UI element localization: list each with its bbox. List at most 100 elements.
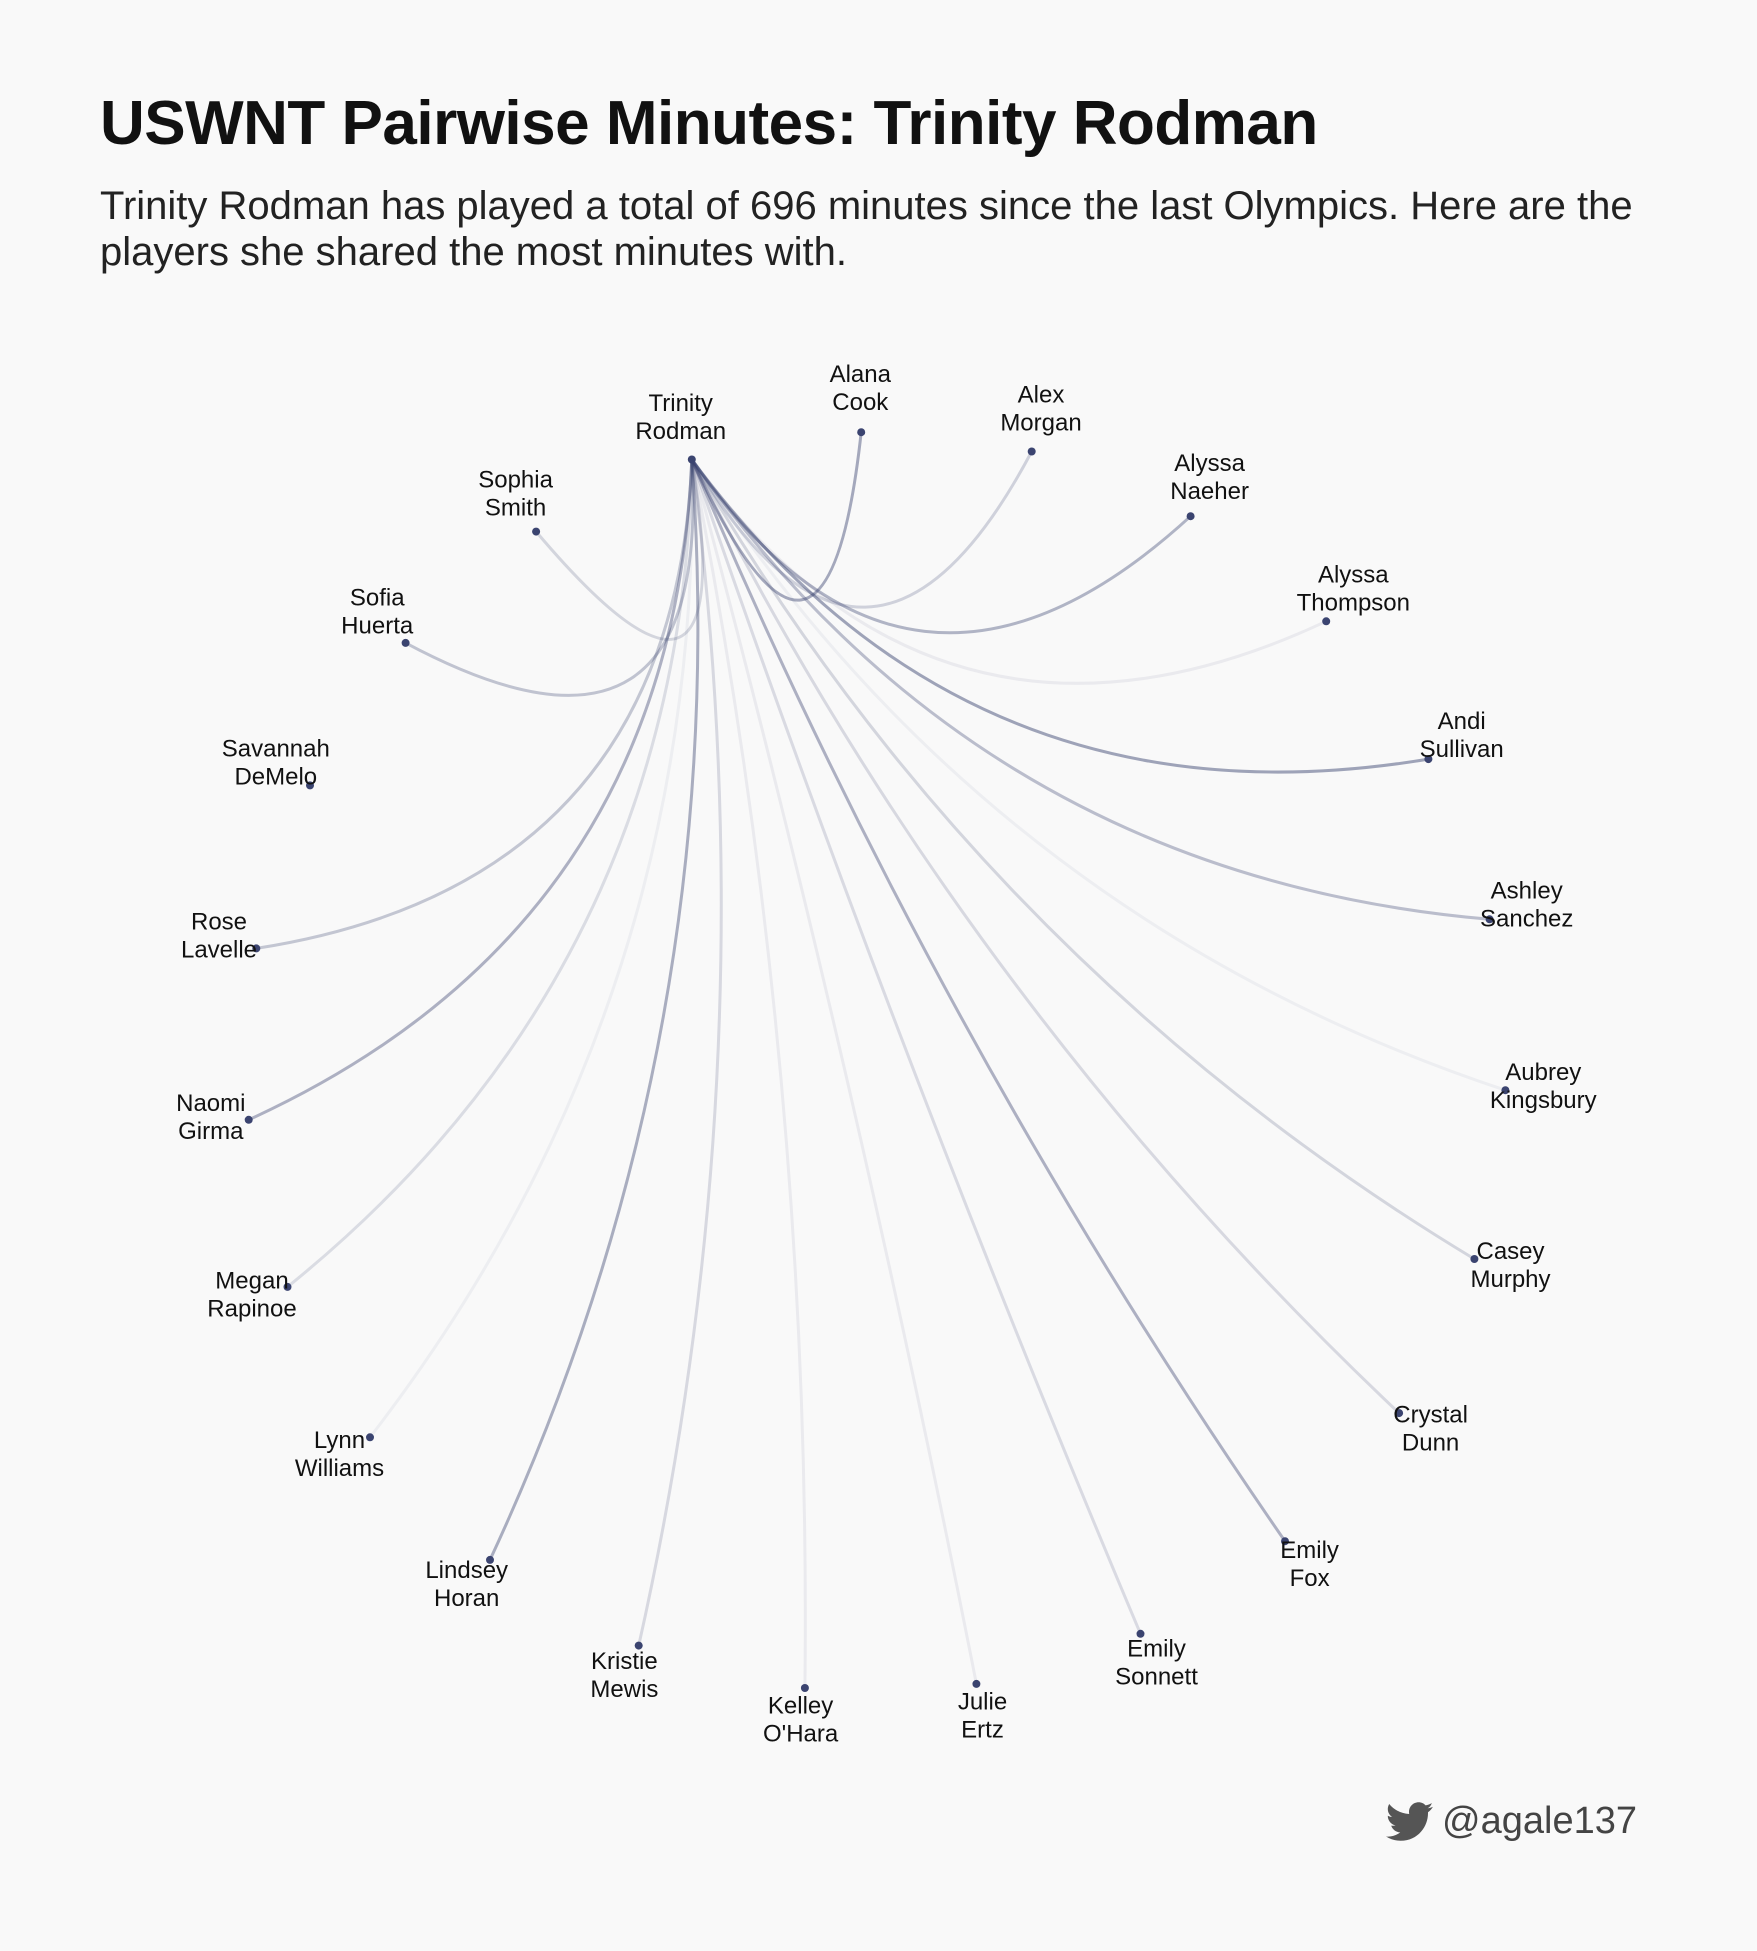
label-kristie-mewis: Kristie Mewis [590,1648,658,1703]
label-rose-lavelle: Rose Lavelle [181,909,257,964]
node-kelley-o-hara [800,1684,809,1692]
link-alyssa-thompson [690,458,1328,685]
node-naomi-girma [244,1115,253,1124]
node-alyssa-thompson [1322,617,1331,626]
link-naomi-girma [247,458,694,1122]
label-line: Alex [1018,382,1065,409]
label-kelley-o-hara: Kelley O'Hara [763,1693,839,1748]
label-line: Lavelle [181,937,257,964]
chart-title: USWNT Pairwise Minutes: Trinity Rodman [100,89,1318,158]
label-line: Alyssa [1174,450,1245,477]
node-casey-murphy [1470,1255,1479,1263]
link-crystal-dunn [690,458,1401,1415]
label-line: Cook [832,389,889,416]
link-emily-fox [690,458,1287,1543]
link-alex-morgan [690,450,1034,609]
label-emily-sonnett: Emily Sonnett [1115,1635,1198,1690]
label-line: Sofia [350,585,405,612]
label-line: Alyssa [1318,562,1389,589]
label-line: Ashley [1491,878,1563,905]
label-alana-cook: Alana Cook [830,361,892,416]
twitter-bird-icon [1386,1801,1434,1841]
node-sophia-smith [532,527,541,536]
label-line: Dunn [1402,1429,1459,1456]
label-line: Sullivan [1420,736,1504,763]
link-andi-sullivan [690,458,1430,774]
label-line: Mewis [590,1676,658,1703]
label-line: Casey [1476,1238,1544,1265]
node-savannah-demelo [306,781,314,790]
label-emily-fox: Emily Fox [1280,1537,1339,1592]
link-julie-ertz [690,458,978,1686]
label-aubrey-kingsbury: Aubrey Kingsbury [1490,1059,1597,1114]
label-line: Rodman [635,418,726,445]
label-line: Horan [434,1585,499,1612]
label-line: Williams [295,1455,384,1482]
label-line: Morgan [1000,410,1081,437]
label-line: Emily [1127,1635,1186,1662]
label-line: Rose [191,909,247,936]
node-lynn-williams [366,1433,374,1442]
credit: @agale137 [1386,1800,1637,1843]
label-line: Kristie [591,1648,658,1675]
node-emily-fox [1281,1537,1289,1546]
label-line: Savannah [222,736,330,763]
label-casey-murphy: Casey Murphy [1470,1238,1550,1293]
label-line: DeMelo [234,764,317,791]
node-emily-sonnett [1136,1629,1145,1638]
label-line: Trinity [648,390,712,417]
label-line: Megan [215,1267,288,1294]
label-line: Sophia [478,467,553,494]
label-lindsey-horan: Lindsey Horan [425,1557,508,1612]
node-trinity-rodman [687,455,696,464]
link-sophia-smith [534,458,705,641]
node-ashley-sanchez [1485,915,1494,924]
link-lindsey-horan [488,458,700,1562]
label-line: Naeher [1170,478,1249,505]
label-line: Aubrey [1505,1059,1581,1086]
link-alana-cook [690,430,863,602]
label-line: O'Hara [763,1721,839,1748]
label-line: Kingsbury [1490,1087,1597,1114]
node-sofia-huerta [401,638,410,647]
label-alyssa-thompson: Alyssa Thompson [1297,562,1410,617]
link-sofia-huerta [404,458,695,697]
node-lindsey-horan [486,1555,494,1564]
label-megan-rapinoe: Megan Rapinoe [207,1267,296,1322]
label-alex-morgan: Alex Morgan [1000,382,1081,437]
label-line: Lynn [314,1427,365,1454]
label-line: Andi [1438,708,1486,735]
label-alyssa-naeher: Alyssa Naeher [1170,450,1249,505]
node-alana-cook [857,428,866,437]
link-emily-sonnett [690,458,1142,1636]
label-sophia-smith: Sophia Smith [478,467,553,522]
label-line: Emily [1280,1537,1339,1564]
label-line: Rapinoe [207,1295,296,1322]
label-line: Naomi [176,1090,245,1117]
label-line: Sonnett [1115,1663,1198,1690]
label-line: Julie [958,1689,1007,1716]
node-alyssa-naeher [1186,512,1195,521]
link-kristie-mewis [637,458,723,1648]
label-line: Murphy [1470,1266,1550,1293]
label-ashley-sanchez: Ashley Sanchez [1480,878,1573,933]
link-ashley-sanchez [690,458,1492,921]
label-line: Crystal [1393,1401,1468,1428]
link-casey-murphy [690,458,1476,1261]
label-lynn-williams: Lynn Williams [295,1427,384,1482]
link-lynn-williams [368,458,694,1439]
chart-subtitle: Trinity Rodman has played a total of 696… [100,184,1633,274]
node-rose-lavelle [252,944,261,953]
label-line: Smith [485,495,546,522]
node-aubrey-kingsbury [1501,1086,1510,1095]
label-line: Girma [178,1118,244,1145]
label-line: Thompson [1297,590,1410,617]
node-julie-ertz [972,1679,981,1688]
label-savannah-demelo: Savannah DeMelo [222,736,330,791]
label-sofia-huerta: Sofia Huerta [341,585,414,640]
label-andi-sullivan: Andi Sullivan [1420,708,1504,763]
node-alex-morgan [1027,447,1036,456]
node-kristie-mewis [634,1641,643,1650]
